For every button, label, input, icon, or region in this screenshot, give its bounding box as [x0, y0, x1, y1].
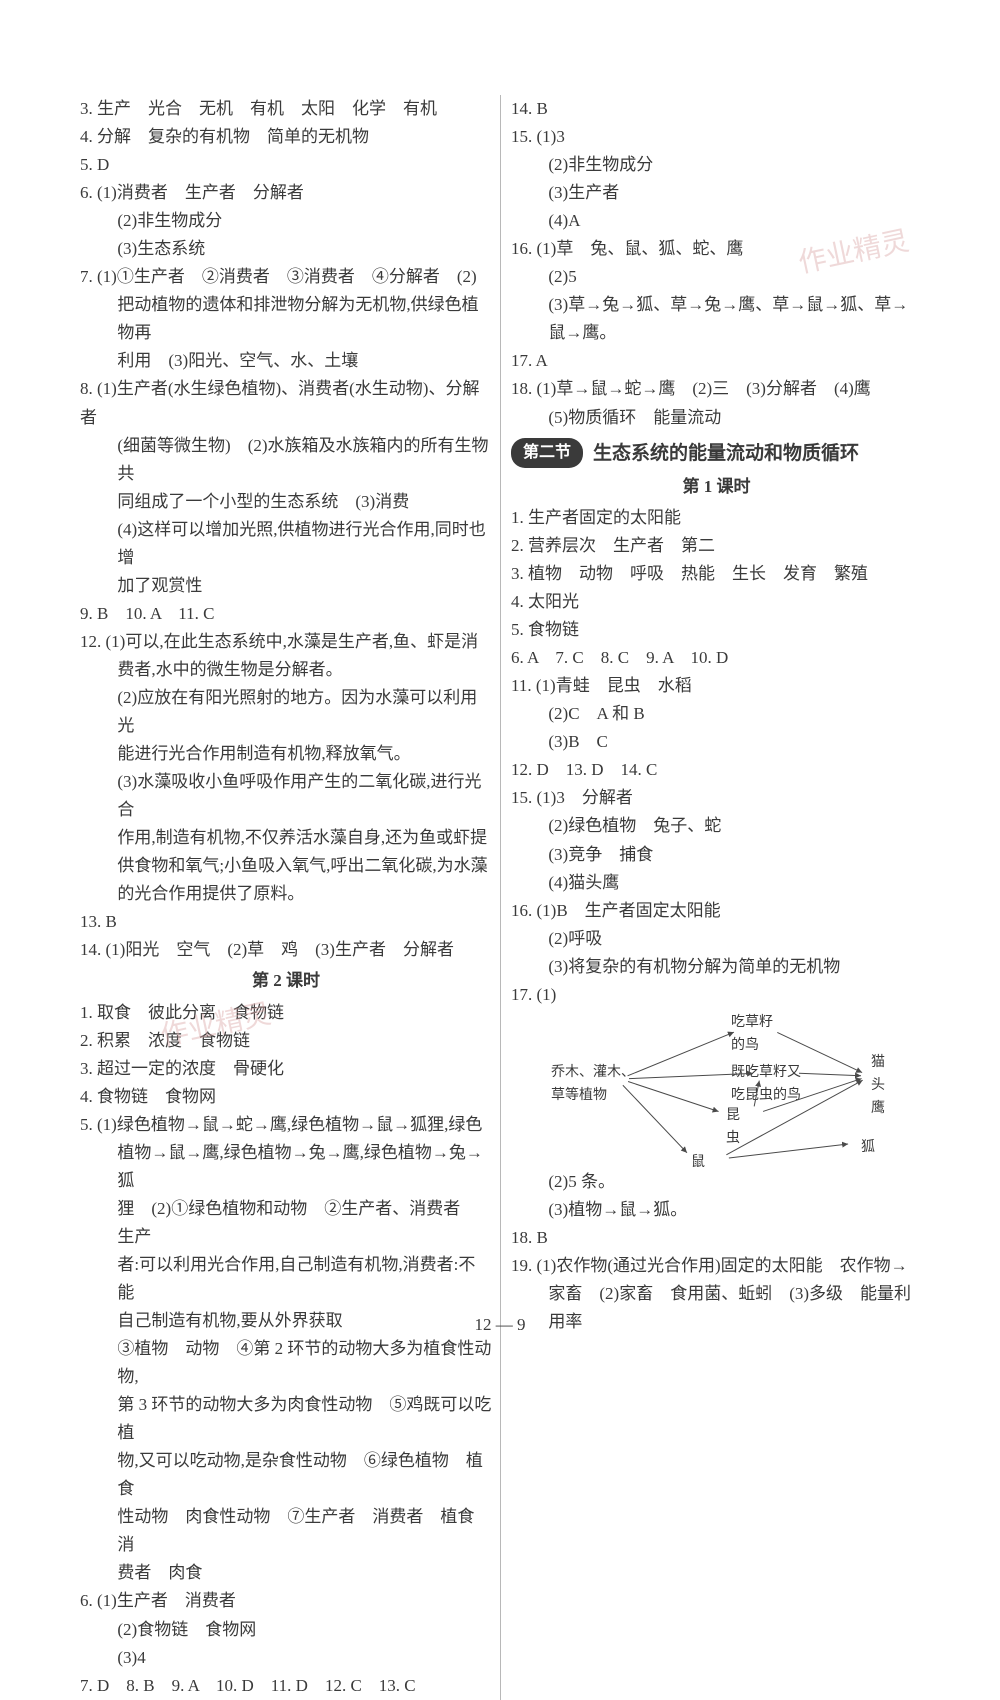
food-web-diagram: 乔木、灌木、草等植物吃草籽的鸟既吃草籽又吃昆虫的鸟昆虫鼠狐猫头鹰 [551, 1011, 922, 1166]
text-line: 家畜 (2)家畜 食用菌、蚯蚓 (3)多级 能量利 [511, 1280, 922, 1308]
text-line: 植物→鼠→鹰,绿色植物→兔→鹰,绿色植物→兔→狐 [80, 1139, 492, 1195]
text-line: 11. (1)青蛙 昆虫 水稻 [511, 672, 922, 700]
text-line: 6. (1)生产者 消费者 [80, 1587, 492, 1615]
text-line: 费者 肉食 [80, 1559, 492, 1587]
text-line: (2)5 条。 [511, 1168, 922, 1196]
page-number: 12 — 9 [0, 1311, 1000, 1339]
text-line: 8. (1)生产者(水生绿色植物)、消费者(水生动物)、分解者 [80, 375, 492, 431]
text-line: 6. A 7. C 8. C 9. A 10. D [511, 644, 922, 672]
text-line: 16. (1)草 兔、鼠、狐、蛇、鹰 [511, 235, 922, 263]
text-line: 1. 取食 彼此分离 食物链 [80, 999, 492, 1027]
text-line: 18. B [511, 1224, 922, 1252]
text-line: (3)竞争 捕食 [511, 841, 922, 869]
text-line: 作用,制造有机物,不仅养活水藻自身,还为鱼或虾提 [80, 824, 492, 852]
text-line: 第 3 环节的动物大多为肉食性动物 ⑤鸡既可以吃植 [80, 1391, 492, 1447]
text-line: (3)将复杂的有机物分解为简单的无机物 [511, 953, 922, 981]
section-title: 生态系统的能量流动和物质循环 [593, 438, 859, 469]
text-line: 17. A [511, 347, 922, 375]
text-line: 16. (1)B 生产者固定太阳能 [511, 897, 922, 925]
text-line: (5)物质循环 能量流动 [511, 404, 922, 432]
text-line: 6. (1)消费者 生产者 分解者 [80, 179, 492, 207]
text-line: (3)B C [511, 728, 922, 756]
text-line: 5. 食物链 [511, 616, 922, 644]
text-line: 5. (1)绿色植物→鼠→蛇→鹰,绿色植物→鼠→狐狸,绿色 [80, 1111, 492, 1139]
text-line: 14. (1)阳光 空气 (2)草 鸡 (3)生产者 分解者 [80, 936, 492, 964]
text-line: (3)草→兔→狐、草→兔→鹰、草→鼠→狐、草→鼠→鹰。 [511, 291, 922, 347]
text-line: 3. 超过一定的浓度 骨硬化 [80, 1055, 492, 1083]
text-line: ③植物 动物 ④第 2 环节的动物大多为植食性动物, [80, 1335, 492, 1391]
text-line: 9. B 10. A 11. C [80, 600, 492, 628]
text-line: 物,又可以吃动物,是杂食性动物 ⑥绿色植物 植食 [80, 1447, 492, 1503]
section-tag: 第二节 [511, 438, 583, 468]
diagram-arrows [551, 1011, 911, 1171]
text-line: 性动物 肉食性动物 ⑦生产者 消费者 植食 消 [80, 1503, 492, 1559]
text-line: 14. B [511, 95, 922, 123]
right-column: 14. B15. (1)3(2)非生物成分(3)生产者(4)A16. (1)草 … [501, 95, 922, 1700]
text-line: 5. D [80, 151, 492, 179]
text-line: (细菌等微生物) (2)水族箱及水族箱内的所有生物共 [80, 432, 492, 488]
subheading: 第 2 课时 [80, 967, 492, 995]
text-line: 的光合作用提供了原料。 [80, 880, 492, 908]
text-line: (2)绿色植物 兔子、蛇 [511, 812, 922, 840]
two-column-layout: 3. 生产 光合 无机 有机 太阳 化学 有机4. 分解 复杂的有机物 简单的无… [80, 95, 922, 1700]
text-line: (2)5 [511, 263, 922, 291]
text-line: 13. B [80, 908, 492, 936]
text-line: 3. 植物 动物 呼吸 热能 生长 发育 繁殖 [511, 560, 922, 588]
text-line: (2)非生物成分 [80, 207, 492, 235]
text-line: (2)应放在有阳光照射的地方。因为水藻可以利用光 [80, 684, 492, 740]
text-line: (3)植物→鼠→狐。 [511, 1196, 922, 1224]
text-line: 供食物和氧气;小鱼吸入氧气,呼出二氧化碳,为水藻 [80, 852, 492, 880]
text-line: 4. 太阳光 [511, 588, 922, 616]
text-line: 15. (1)3 分解者 [511, 784, 922, 812]
text-line: 加了观赏性 [80, 572, 492, 600]
text-line: 同组成了一个小型的生态系统 (3)消费 [80, 488, 492, 516]
text-line: 能进行光合作用制造有机物,释放氧气。 [80, 740, 492, 768]
text-line: 2. 营养层次 生产者 第二 [511, 532, 922, 560]
text-line: 7. (1)①生产者 ②消费者 ③消费者 ④分解者 (2) [80, 263, 492, 291]
text-line: 把动植物的遗体和排泄物分解为无机物,供绿色植物再 [80, 291, 492, 347]
text-line: 12. D 13. D 14. C [511, 756, 922, 784]
text-line: 4. 分解 复杂的有机物 简单的无机物 [80, 123, 492, 151]
section-header: 第二节生态系统的能量流动和物质循环 [511, 438, 922, 469]
text-line: (3)生态系统 [80, 235, 492, 263]
text-line: (3)4 [80, 1644, 492, 1672]
left-column: 3. 生产 光合 无机 有机 太阳 化学 有机4. 分解 复杂的有机物 简单的无… [80, 95, 501, 1700]
text-line: 17. (1) [511, 981, 922, 1009]
text-line: (2)C A 和 B [511, 700, 922, 728]
text-line: 15. (1)3 [511, 123, 922, 151]
text-line: 1. 生产者固定的太阳能 [511, 504, 922, 532]
text-line: (2)非生物成分 [511, 151, 922, 179]
text-line: (2)食物链 食物网 [80, 1616, 492, 1644]
text-line: (3)水藻吸收小鱼呼吸作用产生的二氧化碳,进行光合 [80, 768, 492, 824]
subheading: 第 1 课时 [511, 473, 922, 501]
text-line: 狸 (2)①绿色植物和动物 ②生产者、消费者 生产 [80, 1195, 492, 1251]
text-line: 19. (1)农作物(通过光合作用)固定的太阳能 农作物→ [511, 1252, 922, 1280]
text-line: (4)A [511, 207, 922, 235]
text-line: 4. 食物链 食物网 [80, 1083, 492, 1111]
text-line: 2. 积累 浓度 食物链 [80, 1027, 492, 1055]
text-line: (2)呼吸 [511, 925, 922, 953]
text-line: 7. D 8. B 9. A 10. D 11. D 12. C 13. C [80, 1672, 492, 1700]
text-line: (3)生产者 [511, 179, 922, 207]
text-line: (4)猫头鹰 [511, 869, 922, 897]
text-line: 12. (1)可以,在此生态系统中,水藻是生产者,鱼、虾是消 [80, 628, 492, 656]
text-line: 利用 (3)阳光、空气、水、土壤 [80, 347, 492, 375]
text-line: 者:可以利用光合作用,自己制造有机物,消费者:不能 [80, 1251, 492, 1307]
text-line: 费者,水中的微生物是分解者。 [80, 656, 492, 684]
text-line: (4)这样可以增加光照,供植物进行光合作用,同时也增 [80, 516, 492, 572]
text-line: 3. 生产 光合 无机 有机 太阳 化学 有机 [80, 95, 492, 123]
text-line: 18. (1)草→鼠→蛇→鹰 (2)三 (3)分解者 (4)鹰 [511, 375, 922, 403]
